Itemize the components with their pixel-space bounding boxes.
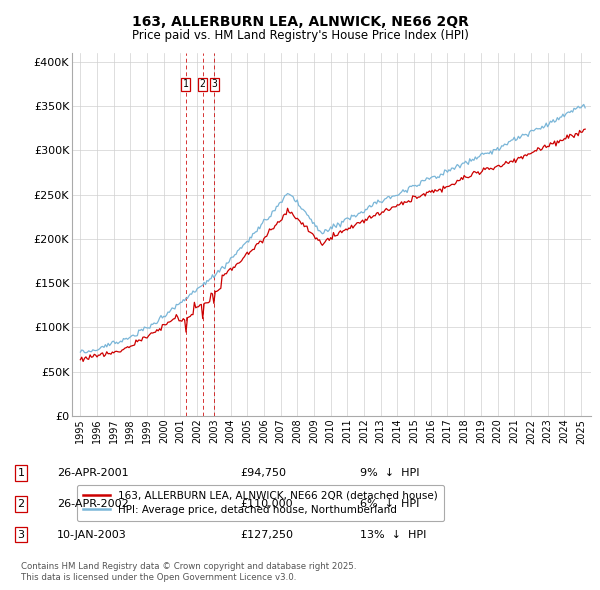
Text: 2: 2 (17, 499, 25, 509)
Text: 2: 2 (200, 79, 205, 89)
Text: 26-APR-2001: 26-APR-2001 (57, 468, 128, 478)
Text: 6%  ↓  HPI: 6% ↓ HPI (360, 499, 419, 509)
Text: 3: 3 (17, 530, 25, 539)
Text: 26-APR-2002: 26-APR-2002 (57, 499, 129, 509)
Text: 1: 1 (183, 79, 189, 89)
Text: 1: 1 (17, 468, 25, 478)
Text: £127,250: £127,250 (240, 530, 293, 539)
Text: 10-JAN-2003: 10-JAN-2003 (57, 530, 127, 539)
Text: 9%  ↓  HPI: 9% ↓ HPI (360, 468, 419, 478)
Text: £94,750: £94,750 (240, 468, 286, 478)
Text: Price paid vs. HM Land Registry's House Price Index (HPI): Price paid vs. HM Land Registry's House … (131, 30, 469, 42)
Text: 3: 3 (211, 79, 217, 89)
Text: Contains HM Land Registry data © Crown copyright and database right 2025.
This d: Contains HM Land Registry data © Crown c… (21, 562, 356, 582)
Text: 13%  ↓  HPI: 13% ↓ HPI (360, 530, 427, 539)
Legend: 163, ALLERBURN LEA, ALNWICK, NE66 2QR (detached house), HPI: Average price, deta: 163, ALLERBURN LEA, ALNWICK, NE66 2QR (d… (77, 484, 444, 522)
Text: £110,000: £110,000 (240, 499, 293, 509)
Text: 163, ALLERBURN LEA, ALNWICK, NE66 2QR: 163, ALLERBURN LEA, ALNWICK, NE66 2QR (131, 15, 469, 29)
